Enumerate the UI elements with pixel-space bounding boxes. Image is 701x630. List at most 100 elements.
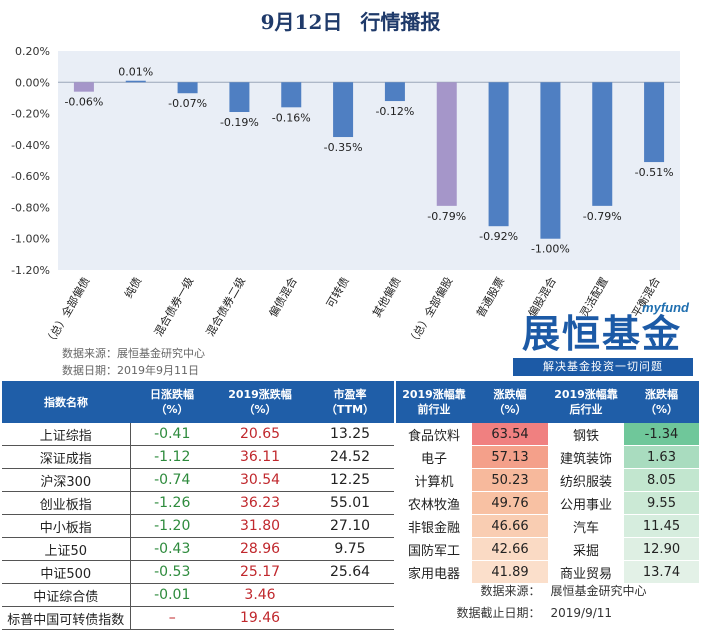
index-ytd-change: 25.17 [214,560,306,584]
index-header-pe: 市盈率（TTM） [306,381,394,423]
index-ytd-change: 20.65 [214,423,306,446]
index-day-change: -0.41 [130,423,214,446]
industry-header-top: 2019涨幅靠前行业 [396,381,472,423]
index-name: 深证成指 [2,445,131,469]
bar [229,82,250,113]
top-industry-name: 计算机 [396,468,472,492]
bar [333,82,354,138]
index-day-change: -1.26 [130,491,214,515]
y-tick-label: -1.00% [11,233,50,246]
table-row: 家用电器 41.89 商业贸易 13.74 [396,560,699,584]
top-industry-change: 41.89 [472,560,548,584]
index-ytd-change: 3.46 [214,583,306,607]
top-industry-change: 50.23 [472,468,548,492]
index-pe: 9.75 [306,537,394,561]
page-title: 9月12日 行情播报 [261,6,441,35]
source-value: 展恒基金研究中心 [550,584,647,598]
bottom-industry-change: 8.05 [624,468,699,492]
table-row: 中证综合债 -0.01 3.46 [2,583,394,607]
bottom-industry-name: 纺织服装 [548,468,624,492]
index-ytd-change: 36.11 [214,445,306,469]
index-ytd-change: 28.96 [214,537,306,561]
index-pe: 55.01 [306,491,394,515]
data-label: -1.00% [531,243,570,256]
bottom-industry-change: 12.90 [624,537,699,561]
x-tick-label: 混合债券二级 [203,275,248,339]
table-row: 沪深300 -0.74 30.54 12.25 [2,468,394,492]
table-row: 中小板指 -1.20 31.80 27.10 [2,514,394,538]
index-pe: 24.52 [306,445,394,469]
bar [436,82,457,206]
table-row: 深证成指 -1.12 36.11 24.52 [2,445,394,469]
index-pe [306,606,394,630]
data-label: -0.06% [64,96,103,109]
top-industry-change: 57.13 [472,445,548,469]
table-row: 国防军工 42.66 采掘 12.90 [396,537,699,561]
index-pe: 12.25 [306,468,394,492]
table-row: 食品饮料 63.54 钢铁 -1.34 [396,423,699,446]
bottom-industry-name: 采掘 [548,537,624,561]
index-day-change: -1.20 [130,514,214,538]
source-key: 数据来源： [480,584,541,598]
top-industry-change: 63.54 [472,423,548,446]
data-label: -0.07% [168,97,207,110]
fund-returns-bar-chart: 0.20% 0.00% -0.20% -0.40% -0.60% -0.80% -1.00%… [11,45,680,346]
table-row: 创业板指 -1.26 36.23 55.01 [2,491,394,515]
x-tick-label: 偏债混合 [266,275,300,320]
cutoff-key: 数据截止日期： [456,606,541,620]
bottom-industry-change: -1.34 [624,423,699,446]
index-ytd-change: 30.54 [214,468,306,492]
title-area: 9月12日 行情播报 [0,0,701,38]
logo-brand: 展恒基金 [521,312,682,356]
index-day-change: -1.12 [130,445,214,469]
x-tick-label: 普通股票 [473,275,507,320]
y-tick-label: 0.00% [15,76,50,89]
index-name: 沪深300 [2,468,131,492]
bottom-industry-name: 公用事业 [548,491,624,515]
industry-header-top-change: 涨跌幅（%） [472,381,548,423]
bar [488,82,509,227]
data-label: -0.79% [427,210,466,223]
index-name: 中小板指 [2,514,131,538]
index-header-ytd: 2019涨跌幅（%） [214,381,306,423]
bottom-industry-name: 商业贸易 [548,560,624,584]
top-industry-change: 46.66 [472,514,548,538]
index-header-day: 日涨跌幅（%） [130,381,214,423]
index-pe [306,583,394,607]
data-label: -0.92% [479,230,518,243]
top-industry-change: 42.66 [472,537,548,561]
index-name: 中证500 [2,560,131,584]
data-label: -0.16% [272,111,311,124]
chart-date: 数据日期：2019年9月11日 [62,364,199,377]
table-row: 上证50 -0.43 28.96 9.75 [2,537,394,561]
index-day-change: -0.01 [130,583,214,607]
index-ytd-change: 36.23 [214,491,306,515]
x-tick-label: 其他偏债 [369,275,403,320]
y-tick-label: -0.60% [11,170,50,183]
industry-header-bottom: 2019涨幅靠后行业 [548,381,624,423]
bottom-industry-name: 建筑装饰 [548,445,624,469]
bottom-industry-change: 1.63 [624,445,699,469]
x-tick-label: 混合债券一级 [151,275,196,339]
y-tick-label: -1.20% [11,264,50,277]
index-day-change: -0.53 [130,560,214,584]
bottom-industry-change: 11.45 [624,514,699,538]
index-day-change: -0.43 [130,537,214,561]
data-label: -0.79% [583,210,622,223]
index-ytd-change: 31.80 [214,514,306,538]
bar [177,82,198,94]
bar [125,80,146,83]
table-row: 中证500 -0.53 25.17 25.64 [2,560,394,584]
table-row: 上证综指 -0.41 20.65 13.25 [2,423,394,446]
bar [540,82,561,239]
data-label: -0.12% [375,105,414,118]
y-tick-label: -0.40% [11,139,50,152]
y-tick-label: 0.20% [15,45,50,58]
y-tick-label: -0.20% [11,108,50,121]
bottom-industry-change: 9.55 [624,491,699,515]
bottom-industry-name: 汽车 [548,514,624,538]
top-industry-name: 非银金融 [396,514,472,538]
plot-area [58,51,680,270]
chart-source: 数据来源：展恒基金研究中心 [62,347,205,360]
data-label: -0.35% [324,141,363,154]
